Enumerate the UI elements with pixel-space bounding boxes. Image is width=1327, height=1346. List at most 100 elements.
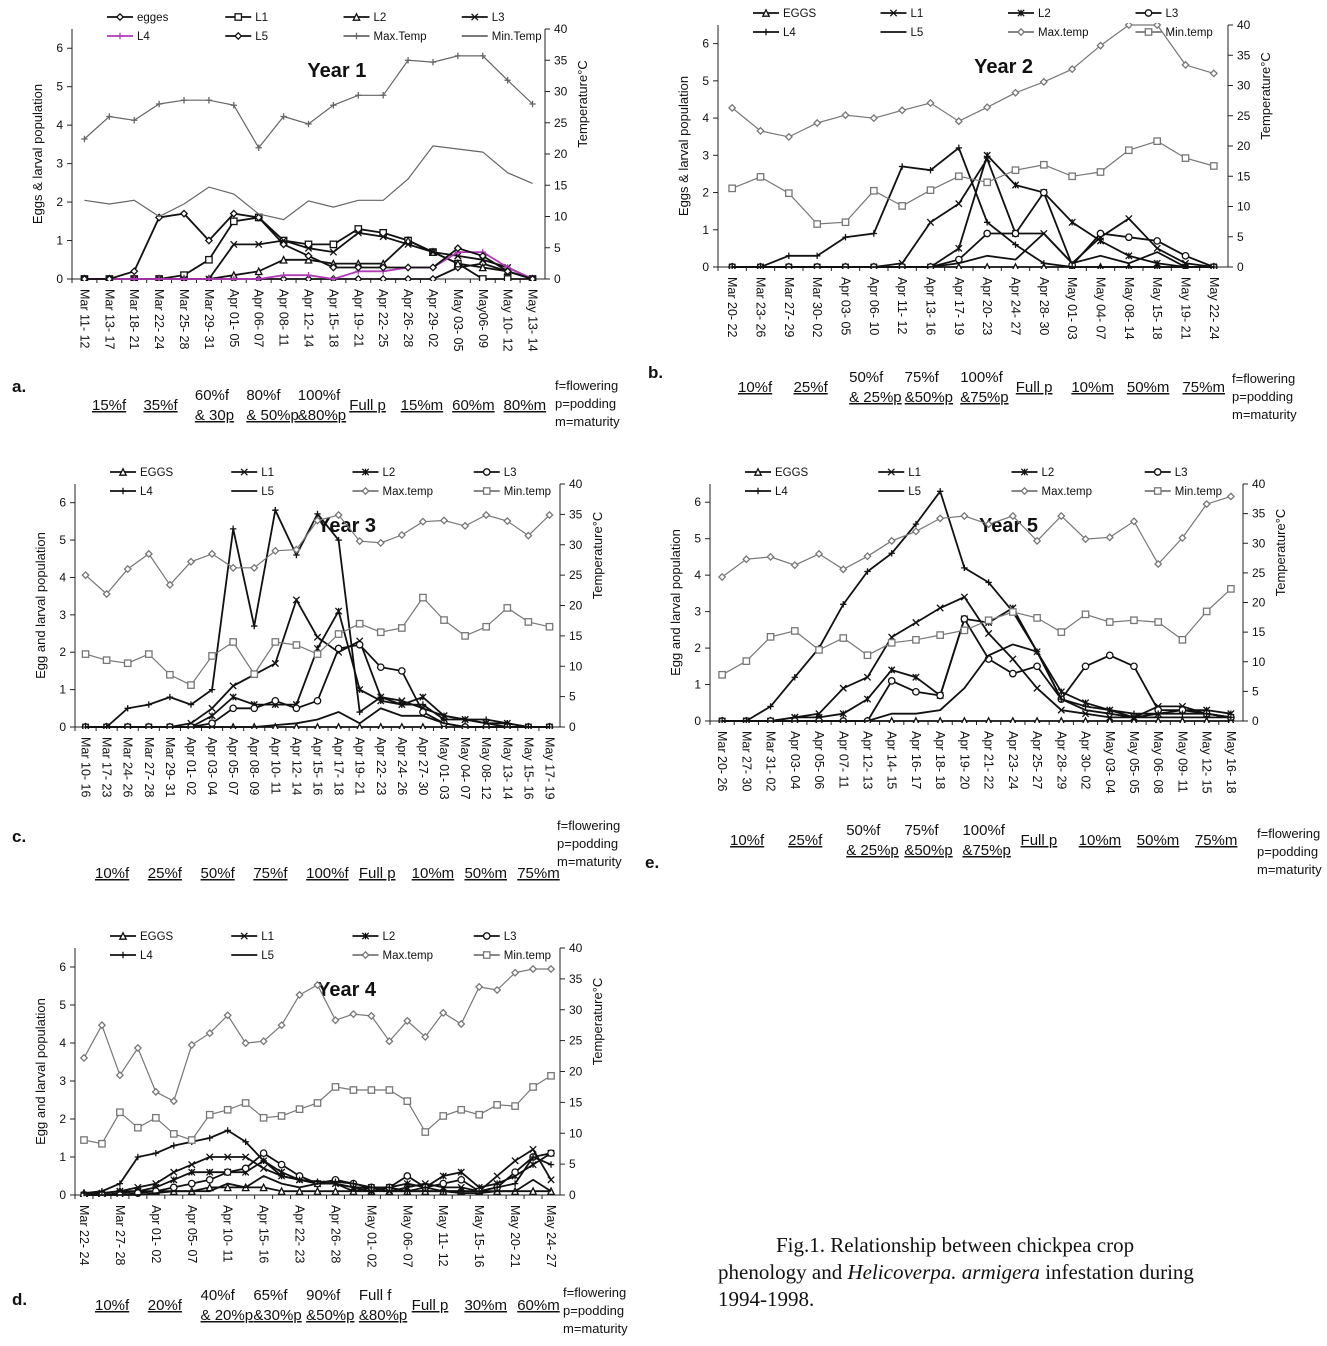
marker xyxy=(839,634,848,642)
marker xyxy=(278,1172,285,1180)
series-line xyxy=(84,1174,552,1196)
marker xyxy=(1154,716,1162,723)
marker xyxy=(292,704,301,713)
marker xyxy=(1008,669,1017,678)
series-line xyxy=(732,157,1214,268)
marker xyxy=(356,708,363,716)
marker xyxy=(1153,237,1162,245)
key-label: m=maturity xyxy=(563,1321,628,1336)
marker xyxy=(208,652,216,660)
x-tick-label: Apr 22- 23 xyxy=(374,737,388,795)
marker xyxy=(179,209,189,218)
marker xyxy=(547,1176,555,1184)
marker xyxy=(205,255,213,264)
marker xyxy=(1012,262,1019,269)
panel-label: c. xyxy=(12,827,26,846)
marker xyxy=(813,118,822,128)
marker xyxy=(869,186,878,195)
marker xyxy=(418,517,428,526)
marker xyxy=(292,641,301,649)
y-tick-label: 5 xyxy=(56,80,63,94)
phenology-label: 10%m xyxy=(1079,832,1122,849)
x-tick-label: Apr 30- 02 xyxy=(1079,731,1093,789)
marker xyxy=(134,1123,142,1132)
marker xyxy=(305,120,312,128)
x-tick-label: May06- 09 xyxy=(476,289,490,348)
marker xyxy=(397,624,406,632)
marker xyxy=(954,117,963,126)
x-tick-label: May 13- 14 xyxy=(500,737,514,800)
x-tick-label: Mar 17- 23 xyxy=(100,737,114,797)
marker xyxy=(1106,713,1114,722)
marker xyxy=(292,545,301,554)
marker xyxy=(1096,229,1105,238)
marker xyxy=(439,1179,448,1188)
y2-axis-label: Temperature°C xyxy=(1258,52,1273,140)
marker xyxy=(421,1032,430,1042)
y-axis-label: Eggs & larval population xyxy=(30,84,45,224)
phenology-label: 50%f xyxy=(201,865,236,882)
marker xyxy=(272,506,279,514)
x-tick-label: Mar 31- 02 xyxy=(764,731,778,791)
marker xyxy=(439,1008,448,1017)
phenology-label: Full p xyxy=(1016,379,1053,396)
y-axis-label: Egg and larval population xyxy=(33,998,48,1145)
marker xyxy=(955,144,963,152)
marker xyxy=(1068,218,1076,226)
y-tick-label: 6 xyxy=(694,495,701,509)
x-tick-label: May 11- 12 xyxy=(436,1205,450,1267)
marker xyxy=(229,525,237,533)
phenology-label: Full p xyxy=(349,397,386,414)
marker xyxy=(102,589,111,599)
y-tick-label: 4 xyxy=(59,1036,66,1050)
marker xyxy=(240,468,248,476)
y2-tick-label: 0 xyxy=(569,720,576,734)
marker xyxy=(334,644,343,653)
phenology-label: 100%f xyxy=(306,865,349,882)
legend-label: L3 xyxy=(492,12,505,24)
y-tick-label: 3 xyxy=(702,148,709,162)
y-tick-label: 1 xyxy=(59,683,66,697)
marker xyxy=(130,267,139,276)
legend-label: Min.Temp xyxy=(492,31,542,43)
marker xyxy=(313,1099,322,1107)
marker xyxy=(898,202,907,210)
marker xyxy=(242,1138,249,1145)
marker xyxy=(983,229,992,238)
phenology-label: &80%p xyxy=(298,407,346,424)
marker xyxy=(766,552,775,561)
marker xyxy=(1011,166,1020,175)
marker xyxy=(784,189,793,198)
legend-label: L3 xyxy=(504,931,517,943)
marker xyxy=(457,1175,466,1184)
x-tick-label: May 17- 19 xyxy=(542,737,556,800)
legend-label: L5 xyxy=(255,31,268,43)
marker xyxy=(791,674,798,681)
x-tick-label: Apr 23- 24 xyxy=(1006,731,1020,789)
marker xyxy=(145,701,153,708)
marker xyxy=(1178,635,1187,644)
x-tick-label: Apr 15- 16 xyxy=(257,1205,271,1263)
y2-tick-label: 35 xyxy=(554,53,568,67)
x-tick-label: Apr 22- 23 xyxy=(293,1205,307,1263)
y-tick-label: 2 xyxy=(59,1112,66,1126)
legend-label: L3 xyxy=(1166,8,1179,20)
marker xyxy=(330,275,337,281)
x-tick-label: Apr 24- 27 xyxy=(1009,277,1023,335)
phenology-label: &50%p xyxy=(904,842,952,859)
y-axis-label: Eggs & larval population xyxy=(676,76,691,216)
marker xyxy=(511,1157,519,1165)
marker xyxy=(887,536,896,545)
marker xyxy=(960,593,969,601)
y-tick-label: 3 xyxy=(56,157,63,171)
marker xyxy=(545,510,554,520)
marker xyxy=(334,510,343,520)
marker xyxy=(461,716,469,723)
legend-label: L2 xyxy=(383,467,396,479)
legend-label: L2 xyxy=(1038,8,1051,20)
series-line xyxy=(85,596,550,686)
marker xyxy=(385,1037,394,1046)
marker xyxy=(188,1168,196,1176)
key-label: p=podding xyxy=(1232,389,1293,404)
marker xyxy=(524,531,533,540)
